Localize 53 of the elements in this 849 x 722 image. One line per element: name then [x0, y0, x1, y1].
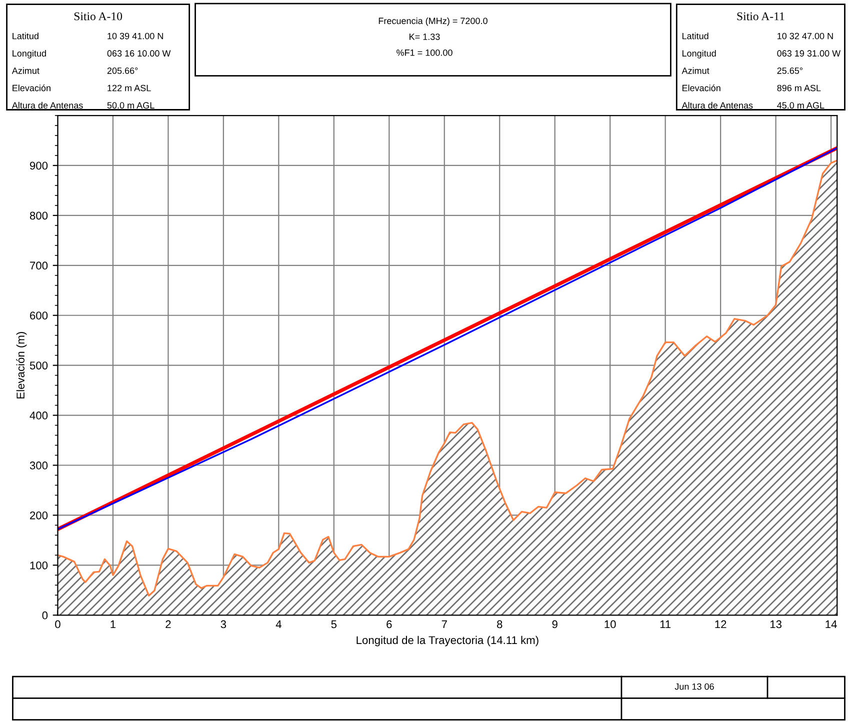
text: 25.65°: [777, 68, 802, 74]
text: Longitud: [12, 50, 46, 58]
text: 205.66°: [107, 68, 138, 74]
x-axis-title: Longitud de la Trayectoria (14.11 km): [356, 636, 538, 646]
text: 896 m ASL: [777, 84, 821, 92]
x-tick-label: 8: [497, 620, 502, 628]
y-tick-label: 600: [30, 312, 48, 320]
x-tick-label: 12: [715, 620, 726, 628]
text: 50.0 m AGL: [107, 102, 154, 109]
x-tick-label: 6: [386, 620, 392, 628]
x-tick-label: 0: [55, 620, 60, 628]
text: Latitud: [682, 32, 708, 40]
x-tick-label: 1: [110, 620, 116, 628]
y-axis-title: Elevación (m): [16, 332, 27, 398]
y-tick-label: 700: [30, 262, 48, 270]
text: 122 m ASL: [108, 84, 151, 92]
text: 10 32 47.00 N: [778, 32, 833, 40]
text: Latitud: [12, 32, 38, 40]
text: Frecuencia (MHz) = 7200.0: [378, 17, 488, 26]
text: K= 1.33: [410, 34, 440, 40]
x-tick-label: 4: [276, 620, 282, 628]
x-tick-label: 14: [826, 620, 837, 628]
text: 45.0 m AGL: [777, 102, 824, 109]
text: 10 39 41.00 N: [108, 32, 163, 40]
x-tick-label: 2: [166, 620, 171, 628]
x-tick-label: 9: [552, 620, 558, 628]
text: Sitio A-11: [737, 12, 784, 20]
text: Sitio A-10: [74, 12, 122, 20]
text: Longitud: [682, 50, 716, 58]
text: Jun 13 06: [674, 683, 714, 690]
y-tick-label: 800: [30, 212, 48, 220]
text: Altura de Antenas: [12, 102, 83, 109]
text: 063 16 10.00 W: [107, 50, 171, 57]
text: Elevación: [682, 84, 720, 92]
y-tick-label: 400: [30, 412, 48, 420]
y-tick-label: 100: [30, 561, 48, 570]
x-tick-label: 11: [660, 620, 671, 628]
text: 063 19 31.00 W: [777, 50, 841, 57]
text: Azimut: [12, 67, 40, 74]
text: Elevación: [12, 84, 50, 92]
y-tick-label: 200: [30, 511, 48, 520]
x-tick-label: 10: [604, 620, 616, 628]
x-tick-label: 5: [331, 620, 337, 628]
y-tick-label: 0: [42, 611, 48, 620]
x-tick-label: 7: [442, 620, 447, 628]
y-tick-label: 500: [30, 362, 48, 370]
text: %F1 = 100.00: [396, 49, 452, 56]
y-tick-label: 300: [30, 462, 48, 470]
x-tick-label: 13: [770, 620, 782, 628]
text: Altura de Antenas: [682, 102, 753, 109]
y-tick-label: 900: [30, 162, 48, 170]
text: Azimut: [682, 67, 710, 74]
x-tick-label: 3: [220, 620, 226, 628]
